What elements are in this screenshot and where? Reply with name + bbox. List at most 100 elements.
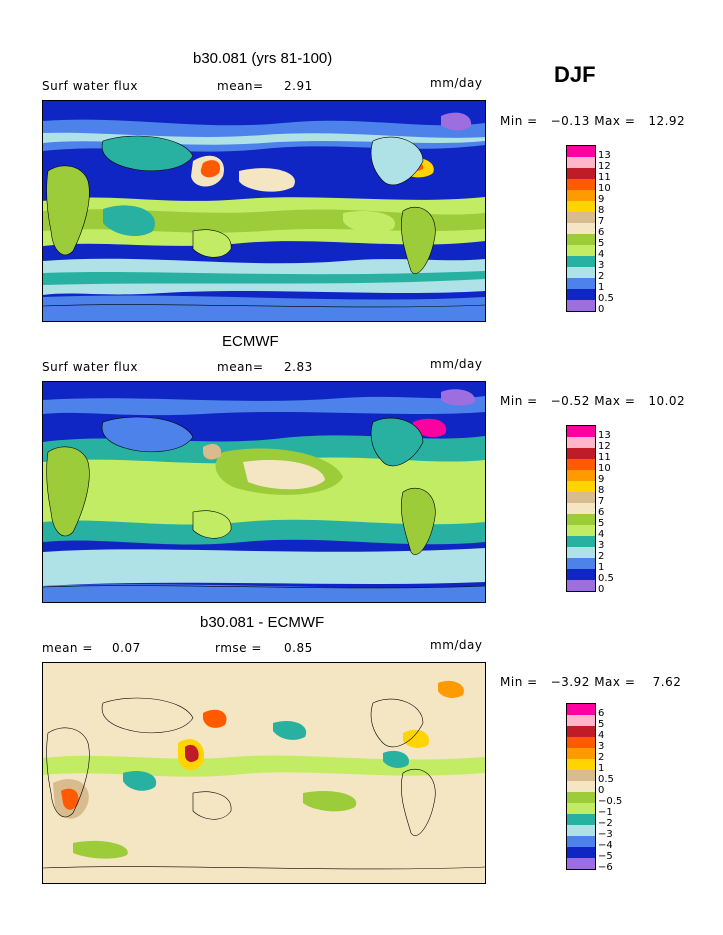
panel-2-colorbar-swatch bbox=[567, 481, 595, 492]
panel-2-map bbox=[42, 381, 486, 603]
panel-2-colorbar-swatch bbox=[567, 514, 595, 525]
colorbar-label: 3 bbox=[598, 260, 605, 271]
panel-1-map bbox=[42, 100, 486, 322]
colorbar-label: 0.5 bbox=[598, 573, 614, 584]
colorbar-label: 10 bbox=[598, 463, 611, 474]
panel-2-colorbar-swatch bbox=[567, 503, 595, 514]
colorbar-label: 5 bbox=[598, 719, 605, 730]
panel-3-colorbar-swatch bbox=[567, 770, 595, 781]
panel-1-title: b30.081 (yrs 81-100) bbox=[193, 50, 333, 67]
panel-3-map-svg bbox=[43, 663, 485, 883]
colorbar-label: 0 bbox=[598, 785, 605, 796]
panel-3-mean-label: mean = bbox=[42, 641, 93, 655]
panel-1-mean-value: 2.91 bbox=[284, 79, 313, 93]
panel-1-colorbar-swatch bbox=[567, 245, 595, 256]
colorbar-label: −0.5 bbox=[598, 796, 623, 807]
panel-1-minmax: Min = −0.13 Max = 12.92 bbox=[500, 114, 686, 128]
panel-1-colorbar-swatch bbox=[567, 223, 595, 234]
colorbar-label: 9 bbox=[598, 474, 605, 485]
panel-3-minmax: Min = −3.92 Max = 7.62 bbox=[500, 675, 682, 689]
panel-3-colorbar-swatch bbox=[567, 836, 595, 847]
panel-3-rmse-value: 0.85 bbox=[284, 641, 313, 655]
panel-2-mean-value: 2.83 bbox=[284, 360, 313, 374]
panel-3-colorbar-swatch bbox=[567, 803, 595, 814]
panel-3-colorbar-swatch bbox=[567, 814, 595, 825]
panel-3-colorbar-swatch bbox=[567, 858, 595, 869]
colorbar-label: 13 bbox=[598, 430, 611, 441]
panel-3-colorbar bbox=[566, 703, 596, 870]
panel-3-title: b30.081 - ECMWF bbox=[200, 614, 325, 631]
panel-3-units: mm/day bbox=[430, 638, 483, 652]
panel-1-colorbar-swatch bbox=[567, 234, 595, 245]
colorbar-label: 10 bbox=[598, 183, 611, 194]
panel-2-colorbar-swatch bbox=[567, 437, 595, 448]
panel-3-colorbar-swatch bbox=[567, 726, 595, 737]
colorbar-label: −5 bbox=[598, 851, 613, 862]
colorbar-label: 12 bbox=[598, 161, 611, 172]
colorbar-label: −4 bbox=[598, 840, 613, 851]
colorbar-label: 0 bbox=[598, 584, 605, 595]
panel-1-colorbar-swatch bbox=[567, 300, 595, 311]
colorbar-label: 3 bbox=[598, 741, 605, 752]
panel-3-colorbar-swatch bbox=[567, 825, 595, 836]
colorbar-label: 7 bbox=[598, 496, 605, 507]
panel-3-colorbar-swatch bbox=[567, 792, 595, 803]
panel-1-colorbar-swatch bbox=[567, 212, 595, 223]
panel-2-colorbar-swatch bbox=[567, 426, 595, 437]
panel-2-map-svg bbox=[43, 382, 485, 602]
colorbar-label: 0.5 bbox=[598, 774, 614, 785]
panel-1-colorbar-swatch bbox=[567, 256, 595, 267]
panel-2-colorbar-swatch bbox=[567, 558, 595, 569]
panel-1-colorbar-swatch bbox=[567, 168, 595, 179]
colorbar-label: 2 bbox=[598, 551, 605, 562]
colorbar-label: 6 bbox=[598, 227, 605, 238]
panel-1-colorbar-swatch bbox=[567, 267, 595, 278]
colorbar-label: 3 bbox=[598, 540, 605, 551]
panel-3-colorbar-swatch bbox=[567, 759, 595, 770]
colorbar-label: 4 bbox=[598, 249, 605, 260]
panel-2-colorbar-swatch bbox=[567, 470, 595, 481]
colorbar-label: 6 bbox=[598, 507, 605, 518]
panel-2-colorbar-swatch bbox=[567, 525, 595, 536]
colorbar-label: 4 bbox=[598, 730, 605, 741]
colorbar-label: 12 bbox=[598, 441, 611, 452]
colorbar-label: 11 bbox=[598, 172, 611, 183]
panel-2-colorbar-swatch bbox=[567, 448, 595, 459]
colorbar-label: 1 bbox=[598, 562, 605, 573]
panel-2-units: mm/day bbox=[430, 357, 483, 371]
colorbar-label: 11 bbox=[598, 452, 611, 463]
colorbar-label: 13 bbox=[598, 150, 611, 161]
colorbar-label: 9 bbox=[598, 194, 605, 205]
panel-3-rmse-label: rmse = bbox=[215, 641, 262, 655]
panel-1-colorbar-swatch bbox=[567, 201, 595, 212]
panel-3-colorbar-swatch bbox=[567, 704, 595, 715]
colorbar-label: −6 bbox=[598, 862, 613, 873]
colorbar-label: 8 bbox=[598, 205, 605, 216]
panel-2-mean-label: mean= bbox=[217, 360, 264, 374]
panel-2-variable-label: Surf water flux bbox=[42, 360, 138, 374]
colorbar-label: −3 bbox=[598, 829, 613, 840]
panel-2-colorbar-swatch bbox=[567, 547, 595, 558]
colorbar-label: 8 bbox=[598, 485, 605, 496]
colorbar-label: 2 bbox=[598, 752, 605, 763]
panel-3-colorbar-swatch bbox=[567, 847, 595, 858]
colorbar-label: 0.5 bbox=[598, 293, 614, 304]
colorbar-label: 5 bbox=[598, 238, 605, 249]
panel-1-map-svg bbox=[43, 101, 485, 321]
panel-3-colorbar-swatch bbox=[567, 737, 595, 748]
panel-1-colorbar-swatch bbox=[567, 179, 595, 190]
panel-3-colorbar-swatch bbox=[567, 781, 595, 792]
colorbar-label: 4 bbox=[598, 529, 605, 540]
panel-1-colorbar-swatch bbox=[567, 278, 595, 289]
panel-3-mean-value: 0.07 bbox=[112, 641, 141, 655]
panel-1-colorbar-swatch bbox=[567, 289, 595, 300]
season-label: DJF bbox=[554, 62, 596, 87]
panel-1-units: mm/day bbox=[430, 76, 483, 90]
colorbar-label: −1 bbox=[598, 807, 613, 818]
panel-1-colorbar-swatch bbox=[567, 157, 595, 168]
panel-2-minmax: Min = −0.52 Max = 10.02 bbox=[500, 394, 686, 408]
panel-1-colorbar-swatch bbox=[567, 190, 595, 201]
colorbar-label: 7 bbox=[598, 216, 605, 227]
panel-1-mean-label: mean= bbox=[217, 79, 264, 93]
panel-1-colorbar bbox=[566, 145, 596, 312]
